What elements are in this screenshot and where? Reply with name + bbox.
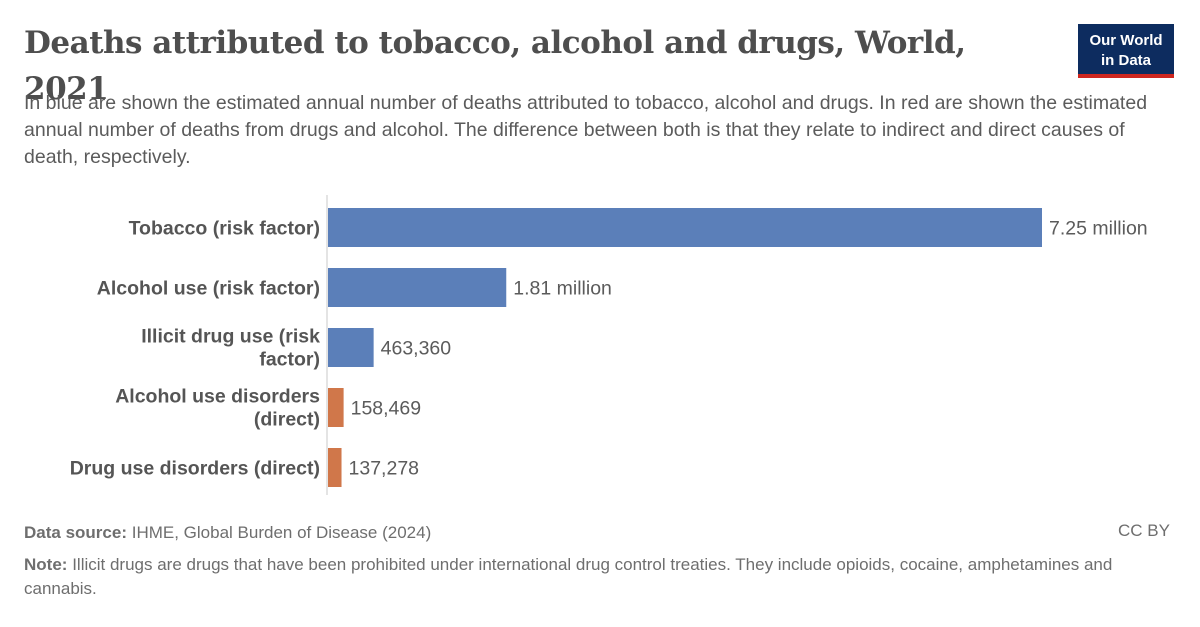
chart-note: Note: Illicit drugs are drugs that have … — [24, 553, 1174, 601]
bar-1[interactable] — [328, 268, 507, 307]
owid-logo[interactable]: Our World in Data — [1078, 24, 1174, 78]
value-label-3: 158,469 — [351, 398, 422, 420]
value-label-0: 7.25 million — [1049, 218, 1148, 240]
value-label-4: 137,278 — [349, 458, 420, 480]
logo-line-2: in Data — [1100, 52, 1151, 69]
category-label-1: Alcohol use (risk factor) — [97, 278, 320, 300]
data-source-label: Data source: — [24, 523, 127, 542]
value-label-2: 463,360 — [381, 338, 452, 360]
note-label: Note: — [24, 555, 68, 574]
category-label-4: Drug use disorders (direct) — [70, 458, 320, 480]
category-label-3: Alcohol use disorders (direct) — [115, 386, 320, 431]
license-link[interactable]: CC BY — [1118, 521, 1170, 540]
bar-3[interactable] — [328, 388, 344, 427]
bar-chart: 7.25 million Tobacco (risk factor) 1.81 mi… — [70, 195, 1148, 495]
chart-title: Deaths attributed to tobacco, alcohol an… — [24, 25, 966, 107]
data-source-text[interactable]: IHME, Global Burden of Disease (2024) — [131, 523, 432, 542]
bar-0[interactable] — [328, 208, 1042, 247]
value-label-1: 1.81 million — [513, 278, 612, 300]
logo-line-1: Our World — [1089, 32, 1163, 49]
note-text: Illicit drugs are drugs that have been p… — [24, 555, 1113, 598]
bar-4[interactable] — [328, 448, 342, 487]
category-label-2: Illicit drug use (risk factor) — [141, 326, 320, 371]
chart-subtitle: In blue are shown the estimated annual n… — [24, 92, 1148, 168]
category-label-0: Tobacco (risk factor) — [129, 218, 320, 240]
data-source: Data source: IHME, Global Burden of Dise… — [24, 521, 1174, 545]
bar-2[interactable] — [328, 328, 374, 367]
